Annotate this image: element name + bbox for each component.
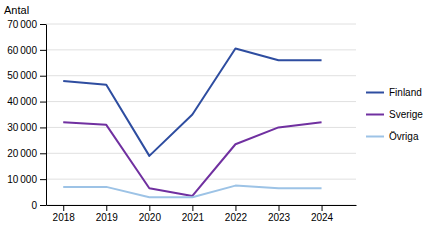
legend-label: Övriga <box>389 131 419 142</box>
legend-swatch <box>366 114 384 116</box>
tick: 10 000 <box>7 174 46 185</box>
tick-label: 70 000 <box>7 19 37 30</box>
x-axis: 2018 2019 2020 2021 2022 2023 2024 <box>47 205 357 223</box>
tick-mark <box>40 205 46 206</box>
tick: 20 000 <box>7 148 46 159</box>
tick-mark <box>40 76 46 77</box>
tick: 2023 <box>268 205 291 223</box>
tick-mark <box>235 205 236 211</box>
grid-line <box>46 153 356 154</box>
tick-label: 2021 <box>182 212 205 223</box>
tick: 2022 <box>225 205 248 223</box>
tick-mark <box>192 205 193 211</box>
tick-label: 40 000 <box>7 96 37 107</box>
tick: 2019 <box>96 205 119 223</box>
axis-line <box>46 25 47 206</box>
tick: 0 <box>31 200 46 211</box>
tick-label: 2023 <box>268 212 291 223</box>
grid <box>46 24 356 205</box>
legend: Finland Sverige Övriga <box>366 87 423 142</box>
line <box>63 122 321 196</box>
legend-item: Sverige <box>366 109 423 120</box>
tick-mark <box>40 153 46 154</box>
line <box>63 186 321 198</box>
legend-label: Sverige <box>389 109 423 120</box>
axis-title: Antal <box>4 4 29 16</box>
y-axis: 0 10 000 20 000 30 000 40 000 50 000 60 000 70 … <box>7 19 46 211</box>
tick: 2020 <box>139 205 162 223</box>
legend-label: Finland <box>389 87 422 98</box>
tick-mark <box>40 127 46 128</box>
tick-label: 2019 <box>96 212 119 223</box>
tick-label: 10 000 <box>7 174 37 185</box>
legend-swatch <box>366 136 384 138</box>
tick: 50 000 <box>7 70 46 81</box>
tick: 60 000 <box>7 45 46 56</box>
legend-item: Finland <box>366 87 422 98</box>
tick-label: 2024 <box>311 212 334 223</box>
tick-mark <box>322 205 323 211</box>
tick: 70 000 <box>7 19 46 30</box>
axis-line <box>47 205 357 206</box>
tick-label: 2018 <box>53 212 76 223</box>
tick-label: 2020 <box>139 212 162 223</box>
tick-mark <box>40 50 46 51</box>
chart: 0 10 000 20 000 30 000 40 000 50 000 60 000 70 … <box>0 0 436 227</box>
tick-label: 0 <box>31 200 37 211</box>
tick-label: 30 000 <box>7 122 37 133</box>
tick: 40 000 <box>7 96 46 107</box>
tick-mark <box>279 205 280 211</box>
plot: 0 10 000 20 000 30 000 40 000 50 000 60 000 70 … <box>7 19 356 223</box>
tick-label: 20 000 <box>7 148 37 159</box>
grid-line <box>46 75 356 76</box>
legend-item: Övriga <box>366 131 419 142</box>
tick-label: 2022 <box>225 212 248 223</box>
grid-line <box>46 24 356 25</box>
tick-mark <box>149 205 150 211</box>
tick-mark <box>106 205 107 211</box>
grid-line <box>46 49 356 50</box>
tick-mark <box>63 205 64 211</box>
grid-line <box>46 127 356 128</box>
tick: 2018 <box>53 205 76 223</box>
tick-mark <box>40 102 46 103</box>
tick-mark <box>40 179 46 180</box>
tick-mark <box>40 24 46 25</box>
legend-swatch <box>366 92 384 94</box>
grid-line <box>46 205 356 206</box>
tick: 30 000 <box>7 122 46 133</box>
grid-line <box>46 179 356 180</box>
tick: 2024 <box>311 205 334 223</box>
line <box>63 49 321 156</box>
tick-label: 60 000 <box>7 45 37 56</box>
lines <box>63 49 321 198</box>
tick: 2021 <box>182 205 205 223</box>
tick-label: 50 000 <box>7 70 37 81</box>
